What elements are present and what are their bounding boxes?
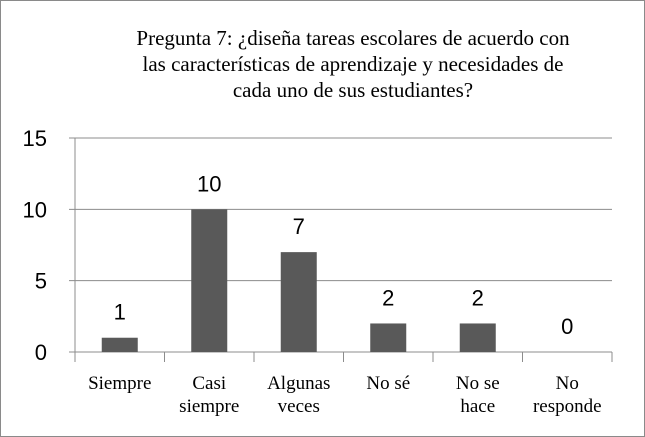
bar (280, 252, 317, 352)
x-category-label: siempre (179, 396, 239, 417)
chart-title-line-2: las características de aprendizaje y nec… (142, 52, 564, 76)
x-category-label: Casi (192, 373, 226, 394)
chart-title-line-3: cada uno de sus estudiantes? (232, 78, 474, 102)
x-category-label: hace (460, 396, 495, 417)
bar (459, 323, 496, 352)
x-category-label: No (556, 373, 579, 394)
x-category-label: veces (278, 396, 320, 417)
x-category-label: No sé (366, 373, 410, 394)
x-category-label: Algunas (267, 373, 330, 394)
bar (191, 209, 228, 352)
data-label: 2 (472, 285, 484, 310)
bar (370, 323, 407, 352)
x-category-label: No se (456, 373, 500, 394)
data-label: 1 (114, 300, 126, 325)
y-tick-label: 5 (35, 269, 47, 294)
data-label: 7 (293, 214, 305, 239)
y-tick-label: 0 (35, 340, 47, 365)
x-category-label: responde (533, 396, 602, 417)
data-label: 10 (197, 171, 221, 196)
y-tick-label: 15 (23, 126, 47, 151)
y-tick-label: 10 (23, 197, 47, 222)
bar (101, 337, 138, 352)
chart-title: Pregunta 7: ¿diseña tareas escolares de … (93, 25, 613, 103)
x-category-label: Siempre (88, 373, 151, 394)
chart-title-line-1: Pregunta 7: ¿diseña tareas escolares de … (136, 26, 570, 50)
data-label: 2 (382, 285, 394, 310)
data-label: 0 (561, 314, 573, 339)
